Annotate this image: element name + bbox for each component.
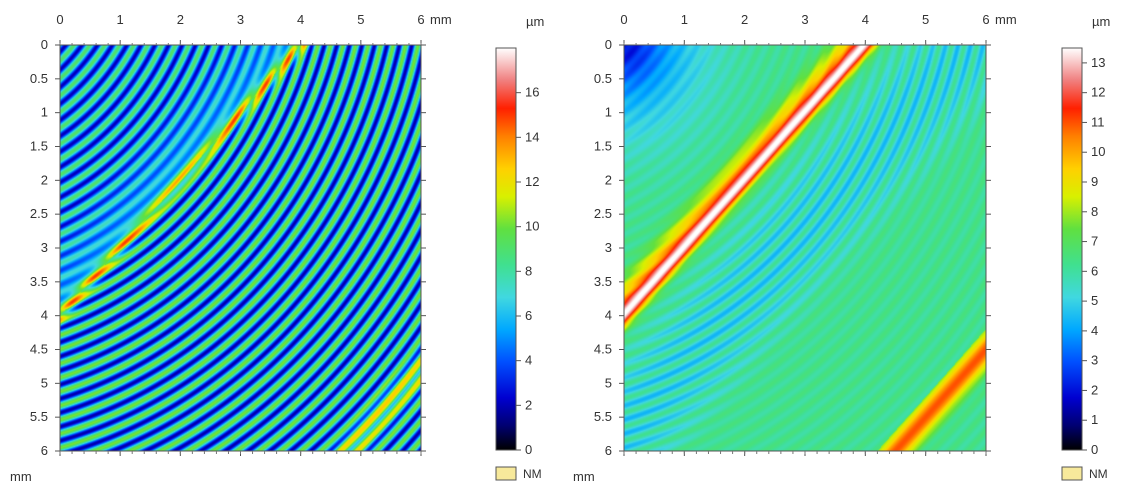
y-tick-label: 4 [41,308,48,323]
colorbar-tick-label: 8 [1091,204,1098,219]
nm-label-right: NM [1089,467,1108,481]
x-unit-right: mm [995,12,1017,27]
y-tick-label: 0.5 [30,71,48,86]
x-tick-label: 6 [982,12,989,27]
x-tick-label: 6 [417,12,424,27]
nm-swatch-right [1061,466,1083,481]
x-tick-label: 0 [620,12,627,27]
y-tick-label: 2.5 [30,206,48,221]
x-tick-label: 1 [681,12,688,27]
y-tick-label: 0 [605,37,612,52]
colorbar-right [1061,47,1083,451]
x-tick-label: 4 [862,12,869,27]
x-tick-label: 3 [801,12,808,27]
colorbar-tick-label: 4 [1091,323,1098,338]
y-tick-label: 3 [41,240,48,255]
y-tick-label: 4.5 [594,342,612,357]
colorbar-tick-label: 3 [1091,353,1098,368]
y-tick-label: 5.5 [594,409,612,424]
x-tick-label: 1 [117,12,124,27]
colorbar-tick-label: 0 [525,442,532,457]
colorbar-tick-label: 14 [525,129,539,144]
x-unit-left: mm [430,12,452,27]
colorbar-tick-label: 5 [1091,293,1098,308]
x-tick-label: 0 [56,12,63,27]
y-tick-label: 2 [605,172,612,187]
colorbar-tick-label: 12 [525,174,539,189]
colorbar-tick-label: 10 [1091,144,1105,159]
y-tick-label: 1.5 [594,139,612,154]
colorbar-tick-label: 6 [525,308,532,323]
y-tick-label: 3 [605,240,612,255]
colorbar-tick-label: 12 [1091,85,1105,100]
y-tick-label: 2.5 [594,206,612,221]
x-tick-label: 5 [357,12,364,27]
colorbar-tick-label: 16 [525,85,539,100]
colorbar-ticks-left: 0 2 4 6 8 10 12 14 16 [516,85,539,457]
colorbar-tick-label: 11 [1091,114,1105,129]
chart-left: 0 1 2 3 4 5 600.511.522.533.544.555.56 mm mm 0… [10,12,544,484]
colorbar-tick-label: 1 [1091,412,1098,427]
y-tick-label: 1 [41,105,48,120]
y-tick-label: 5.5 [30,409,48,424]
y-tick-label: 4.5 [30,342,48,357]
heatmap-right [624,45,986,451]
axes-right: 0 1 2 3 4 5 6 0 0.5 1 1.5 2 2.5 3 3.5 4 4.5 5 5.5 6 [594,12,991,458]
y-tick-label: 6 [605,443,612,458]
y-tick-label: 4 [605,308,612,323]
colorbar-tick-label: 6 [1091,263,1098,278]
colorbar-tick-label: 4 [525,353,532,368]
colorbar-unit-right: µm [1092,14,1110,29]
y-tick-label: 6 [41,443,48,458]
colorbar-unit-left: µm [526,14,544,29]
x-tick-label: 3 [237,12,244,27]
axes-left: 0 1 2 3 4 5 6 0 0.5 1 1.5 2 2.5 3 3.5 4 4.5 5 5.5 6 [30,12,426,458]
y-tick-label: 1 [605,105,612,120]
y-tick-label: 5 [605,375,612,390]
colorbar-left [495,47,517,451]
y-tick-label: 3.5 [30,274,48,289]
y-tick-label: 2 [41,172,48,187]
y-unit-right: mm [573,469,595,484]
colorbar-tick-label: 2 [525,397,532,412]
y-tick-label: 3.5 [594,274,612,289]
x-tick-label: 5 [922,12,929,27]
colorbar-tick-label: 8 [525,263,532,278]
colorbar-tick-label: 13 [1091,55,1105,70]
colorbar-tick-label: 0 [1091,442,1098,457]
x-tick-label: 4 [297,12,304,27]
colorbar-tick-label: 9 [1091,174,1098,189]
nm-swatch-left [495,466,517,481]
y-tick-label: 1.5 [30,139,48,154]
colorbar-tick-label: 10 [525,219,539,234]
x-tick-label: 2 [177,12,184,27]
x-tick-label: 2 [741,12,748,27]
y-tick-label: 5 [41,375,48,390]
y-tick-label: 0.5 [594,71,612,86]
y-unit-left: mm [10,469,32,484]
colorbar-tick-label: 2 [1091,382,1098,397]
colorbar-tick-label: 7 [1091,234,1098,249]
nm-label-left: NM [523,467,542,481]
chart-right: 0 1 2 3 4 5 600.511.522.533.544.555.56 mm mm 0… [573,12,1110,484]
y-tick-label: 0 [41,37,48,52]
heatmap-left [60,45,421,451]
